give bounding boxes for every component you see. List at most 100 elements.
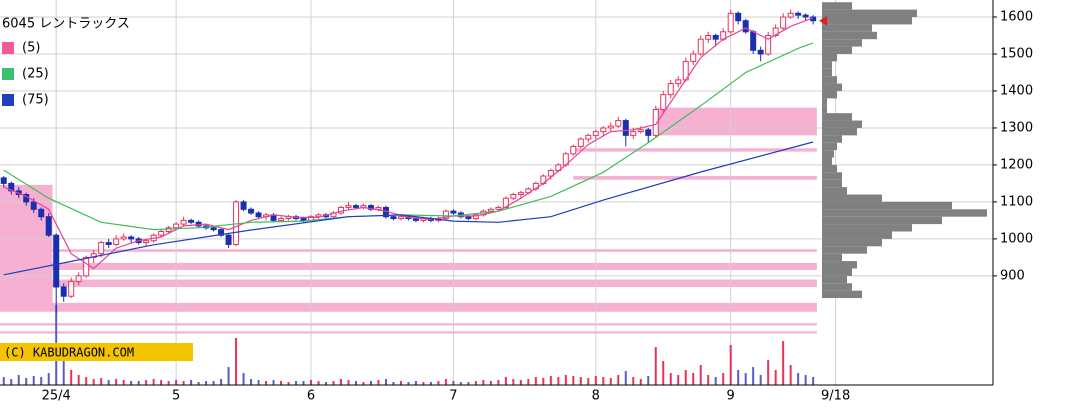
- candle-body: [188, 219, 195, 223]
- volume-bar: [557, 377, 560, 385]
- volume-bar: [384, 379, 387, 385]
- candle-body: [547, 169, 554, 177]
- price-zone: [0, 302, 817, 312]
- volume-bar: [759, 375, 762, 385]
- price-zone: [0, 249, 817, 252]
- price-zone: [0, 331, 817, 334]
- volume-bar: [467, 382, 470, 385]
- y-tick-label: 1100: [1000, 194, 1033, 209]
- volume-profile-bar: [822, 105, 827, 114]
- candle-body: [113, 238, 120, 245]
- candle-body: [218, 229, 225, 236]
- candle-body: [68, 280, 75, 297]
- volume-profile-bar: [822, 24, 872, 32]
- volume-bar: [504, 377, 507, 385]
- volume-bar: [295, 381, 298, 385]
- candle-body: [345, 205, 352, 208]
- candle-body: [98, 242, 105, 255]
- legend-swatch: [2, 42, 14, 54]
- candle-body: [615, 120, 622, 127]
- volume-bar: [662, 361, 665, 385]
- candle-body: [390, 216, 397, 220]
- candle-body: [742, 20, 749, 33]
- candle-body: [412, 218, 419, 221]
- volume-bar: [797, 373, 800, 385]
- x-tick-label: 9: [727, 389, 735, 404]
- last-price-marker: [819, 15, 828, 26]
- moving-average-line: [3, 141, 814, 276]
- volume-profile-bar: [822, 275, 847, 284]
- volume-bar: [362, 382, 365, 385]
- volume-profile-bar: [822, 39, 862, 47]
- candle-body: [210, 227, 217, 231]
- candle-body: [757, 49, 764, 55]
- volume-bar: [32, 376, 35, 385]
- volume-bar: [122, 380, 125, 385]
- legend-swatch: [2, 68, 14, 80]
- price-zone: [0, 262, 817, 270]
- legend-label: (75): [22, 93, 49, 108]
- volume-profile-bar: [822, 238, 882, 247]
- price-zone: [573, 148, 817, 152]
- source-box: [0, 343, 193, 361]
- candle-body: [637, 129, 644, 133]
- x-tick-label: 5: [172, 389, 180, 404]
- candle-body: [45, 216, 52, 236]
- candle-body: [630, 131, 637, 136]
- volume-profile-bar: [822, 253, 842, 262]
- candle-body: [802, 14, 809, 18]
- volume-profile-bar: [822, 61, 832, 69]
- candle-body: [765, 35, 772, 55]
- volume-bar: [564, 375, 567, 385]
- volume-bar: [444, 379, 447, 385]
- candle-body: [787, 12, 794, 18]
- volume-bar: [684, 370, 687, 385]
- candle-body: [0, 177, 7, 184]
- volume-bar: [474, 381, 477, 385]
- volume-bar: [602, 377, 605, 385]
- candle-body: [660, 94, 667, 110]
- volume-bar: [392, 382, 395, 385]
- volume-bar: [310, 380, 313, 385]
- legend-swatch: [2, 94, 14, 106]
- candle-body: [397, 216, 404, 220]
- volume-bar: [137, 381, 140, 385]
- price-zone: [0, 184, 53, 310]
- volume-bar: [767, 360, 770, 385]
- volume-bar: [77, 375, 80, 385]
- candle-body: [128, 236, 135, 240]
- candle-body: [472, 214, 479, 220]
- volume-bar: [677, 375, 680, 385]
- volume-bar: [190, 380, 193, 385]
- volume-bar: [579, 377, 582, 385]
- x-tick-label: 8: [592, 389, 600, 404]
- volume-bar: [100, 378, 103, 385]
- volume-bar: [205, 381, 208, 385]
- candle-body: [570, 145, 577, 155]
- volume-bar: [482, 380, 485, 385]
- candle-body: [225, 234, 232, 245]
- candle-body: [465, 216, 472, 220]
- volume-bar: [250, 379, 253, 385]
- candle-body: [83, 256, 90, 277]
- volume-profile-bar: [822, 172, 842, 180]
- candle-body: [450, 210, 457, 214]
- volume-bar: [512, 379, 515, 385]
- candle-body: [143, 240, 150, 244]
- x-tick-label: 7: [449, 389, 457, 404]
- volume-profile-bar: [822, 224, 912, 232]
- volume-profile-bar: [822, 261, 857, 269]
- y-tick-label: 1500: [1000, 46, 1033, 61]
- volume-bar: [152, 379, 155, 385]
- volume-bar: [2, 377, 5, 385]
- volume-bar: [92, 379, 95, 385]
- volume-profile-bar: [822, 31, 877, 40]
- volume-bar: [699, 365, 702, 385]
- volume-bar: [40, 377, 43, 385]
- volume-bar: [804, 375, 807, 385]
- volume-bar: [145, 380, 148, 385]
- candle-body: [180, 219, 187, 225]
- volume-bar: [617, 375, 620, 385]
- volume-bar: [227, 367, 230, 385]
- volume-profile-bar: [822, 90, 837, 99]
